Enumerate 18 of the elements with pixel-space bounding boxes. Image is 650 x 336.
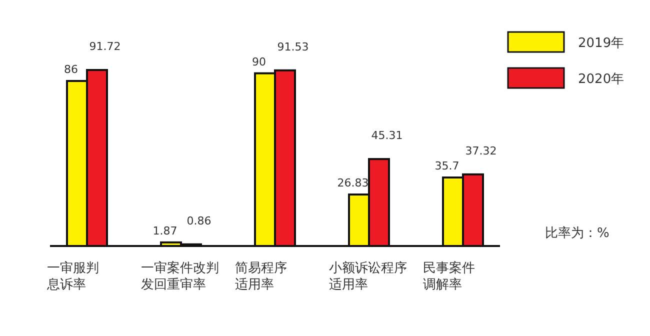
data-label: 26.83 — [337, 176, 369, 190]
x-tick-label: 民事案件调解率 — [423, 260, 475, 292]
data-label: 1.87 — [152, 224, 178, 238]
data-label: 45.31 — [371, 129, 403, 142]
data-label: 91.53 — [277, 40, 309, 54]
x-tick-label: 小额诉讼程序适用率 — [329, 260, 407, 292]
data-label: 91.72 — [89, 40, 121, 53]
x-tick-label: 一审服判息诉率 — [46, 260, 99, 292]
data-label: 90 — [252, 55, 266, 68]
x-tick-label: 一审案件改判发回重审率 — [141, 260, 219, 292]
legend-label: 2020年 — [578, 72, 624, 87]
data-label: 86 — [64, 62, 78, 76]
legend-label: 2019年 — [578, 36, 624, 51]
data-label: 37.32 — [465, 144, 497, 158]
text: 比率为：% — [545, 225, 610, 241]
data-label: 35.7 — [434, 159, 460, 172]
data-label: 0.86 — [186, 214, 212, 228]
x-tick-label: 简易程序适用率 — [235, 260, 287, 292]
